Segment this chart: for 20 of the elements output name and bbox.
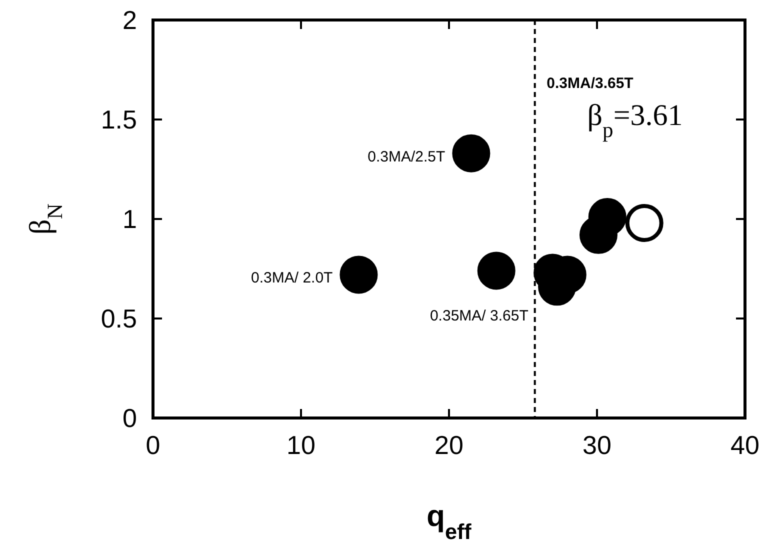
y-tick-label: 2 — [122, 5, 137, 36]
y-tick-label: 1.5 — [100, 104, 137, 135]
x-tick-label: 10 — [286, 430, 316, 460]
x-tick-label: 20 — [434, 430, 464, 460]
annotation: 0.3MA/3.65T — [546, 75, 634, 92]
annotation: β$_{p}$=3.61 — [587, 99, 683, 142]
annotation: 0.35MA/ 3.65T — [430, 308, 528, 325]
annotation: 0.3MA/2.5T — [368, 148, 446, 166]
y-tick-label: 0 — [122, 403, 137, 434]
point — [340, 256, 378, 294]
point — [477, 252, 516, 290]
x-tick-label: 30 — [582, 430, 612, 460]
x-tick-label: 40 — [730, 430, 760, 460]
point — [452, 134, 490, 172]
y-tick-label: 0.5 — [100, 304, 137, 334]
point — [625, 204, 664, 242]
annotation: 0.3MA/ 2.0T — [251, 270, 333, 287]
x-tick-label: 0 — [146, 430, 160, 460]
x-axis-title: q$_{eff}$ — [426, 500, 472, 544]
y-tick-label: 1 — [122, 204, 137, 234]
